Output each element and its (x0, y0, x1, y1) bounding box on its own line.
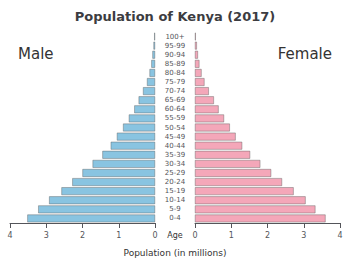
svg-text:95-99: 95-99 (165, 42, 185, 50)
svg-text:0: 0 (152, 231, 157, 240)
svg-text:100+: 100+ (165, 33, 184, 41)
svg-text:60-64: 60-64 (165, 105, 186, 113)
svg-text:2: 2 (265, 231, 270, 240)
svg-text:25-29: 25-29 (165, 169, 185, 177)
svg-text:40-44: 40-44 (165, 142, 186, 150)
svg-text:0: 0 (192, 231, 197, 240)
svg-text:35-39: 35-39 (165, 151, 185, 159)
svg-text:85-89: 85-89 (165, 60, 185, 68)
svg-text:Population of Kenya (2017): Population of Kenya (2017) (75, 9, 276, 24)
svg-text:50-54: 50-54 (165, 124, 186, 132)
svg-text:1: 1 (229, 231, 234, 240)
svg-text:2: 2 (80, 231, 85, 240)
svg-text:3: 3 (301, 231, 306, 240)
svg-text:15-19: 15-19 (165, 187, 185, 195)
svg-text:30-34: 30-34 (165, 160, 186, 168)
svg-text:20-24: 20-24 (165, 178, 186, 186)
svg-text:55-59: 55-59 (165, 114, 185, 122)
svg-text:4: 4 (337, 231, 342, 240)
svg-text:65-69: 65-69 (165, 96, 185, 104)
svg-text:10-14: 10-14 (165, 196, 186, 204)
svg-text:75-79: 75-79 (165, 78, 185, 86)
svg-text:5-9: 5-9 (169, 205, 180, 213)
svg-text:Age: Age (167, 231, 183, 240)
svg-text:3: 3 (44, 231, 49, 240)
svg-text:45-49: 45-49 (165, 133, 185, 141)
svg-text:Male: Male (18, 45, 54, 63)
svg-text:0-4: 0-4 (169, 214, 181, 222)
svg-text:90-94: 90-94 (165, 51, 186, 59)
svg-text:Female: Female (278, 45, 332, 63)
svg-text:70-74: 70-74 (165, 87, 186, 95)
svg-text:Population (in millions): Population (in millions) (124, 248, 227, 258)
svg-text:1: 1 (116, 231, 121, 240)
svg-text:80-84: 80-84 (165, 69, 186, 77)
svg-text:4: 4 (7, 231, 12, 240)
